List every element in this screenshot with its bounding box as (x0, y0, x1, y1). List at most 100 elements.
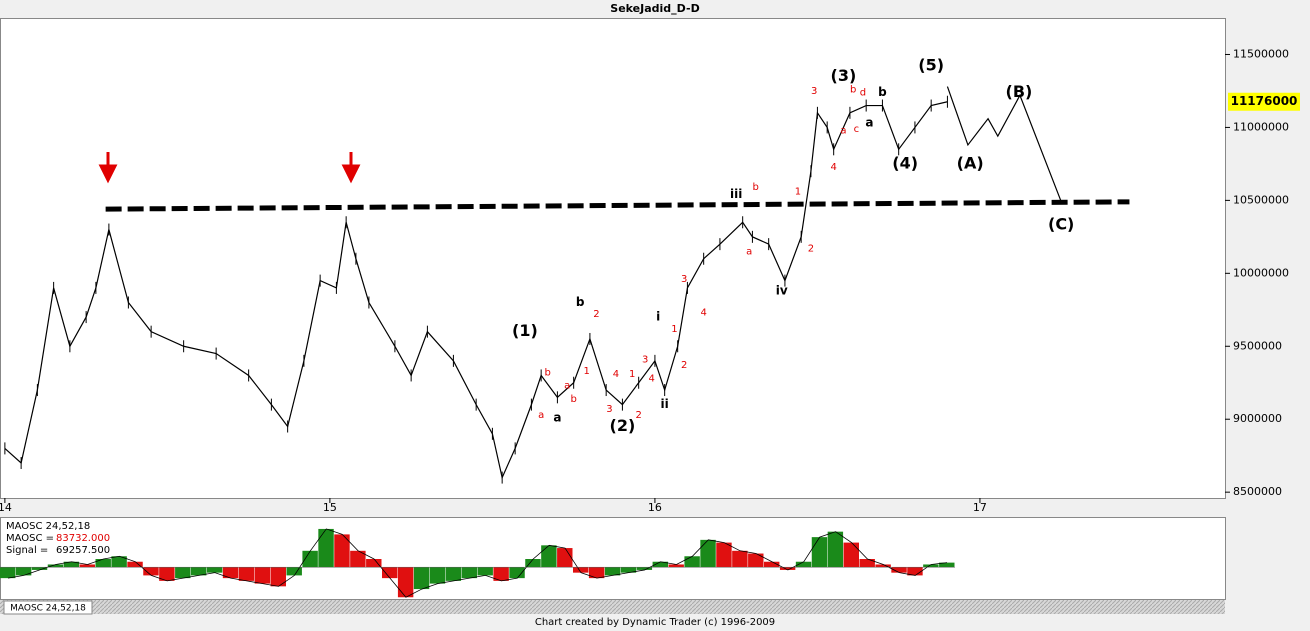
osc-bar (764, 561, 780, 568)
osc-bar (47, 564, 64, 568)
osc-bar (302, 550, 318, 568)
arrows (98, 152, 361, 184)
readout-name: Signal = (6, 545, 48, 556)
wave-label: (1) (512, 321, 538, 340)
osc-bar (907, 567, 923, 576)
osc-bar (445, 567, 462, 581)
osc-bar (779, 567, 796, 570)
osc-bar (95, 559, 111, 568)
osc-bar (891, 567, 907, 573)
wave-label: 3 (606, 404, 612, 415)
last-price-box (1228, 92, 1300, 111)
osc-bar (636, 567, 653, 570)
osc-bar (684, 556, 700, 568)
osc-bar (716, 542, 732, 568)
footer: Chart created by Dynamic Trader (c) 1996… (535, 617, 775, 628)
readout-value: 69257.500 (56, 545, 110, 556)
wave-label: (5) (918, 56, 944, 75)
osc-bar (206, 567, 223, 573)
osc-bar (525, 559, 541, 568)
osc-bar (923, 564, 939, 568)
osc-bar (175, 567, 191, 579)
wave-label: a (865, 116, 873, 130)
y-tick-label: 9500000 (1233, 339, 1282, 352)
osc-bar (382, 567, 398, 579)
y-tick-label: 11000000 (1233, 120, 1289, 133)
wave-label: a (564, 381, 570, 392)
wave-label: 4 (830, 162, 836, 173)
wave-label: b (850, 84, 856, 95)
osc-bar (429, 567, 446, 584)
osc-bar (827, 531, 844, 568)
osc-bar (748, 553, 764, 568)
trend-line (105, 199, 1130, 212)
osc-bar (286, 567, 302, 576)
wave-label: 2 (635, 410, 641, 421)
osc-bar (318, 528, 334, 568)
x-tick-label: 17 (973, 501, 987, 514)
wave-label: b (576, 295, 585, 309)
wave-label: c (854, 124, 860, 135)
wave-label: 4 (700, 308, 706, 319)
wave-label: b (544, 368, 550, 379)
wave-label: (A) (957, 153, 984, 172)
wave-label: 3 (811, 86, 817, 97)
wave-label: b (570, 394, 576, 405)
x-tick-label: 15 (323, 501, 337, 514)
osc-bar (127, 561, 143, 568)
osc-bar (875, 564, 891, 568)
osc-bar (939, 562, 955, 568)
osc-bar (811, 537, 828, 568)
wave-label: (2) (610, 416, 636, 435)
osc-bar (63, 561, 80, 568)
osc-bar (350, 550, 366, 568)
projection-line (946, 86, 1063, 204)
wave-label: (3) (831, 66, 857, 85)
tab-label[interactable]: MAOSC 24,52,18 (10, 604, 86, 614)
osc-bar (588, 567, 605, 579)
wave-label: i (656, 310, 660, 324)
wave-label: a (553, 410, 561, 424)
osc-title: MAOSC 24,52,18 (6, 521, 90, 532)
tab-bar (0, 600, 1225, 614)
wave-label: iii (730, 187, 742, 201)
wave-label: (4) (892, 153, 918, 172)
osc-bar (461, 567, 477, 579)
osc-bar (668, 564, 684, 568)
osc-bar (334, 534, 350, 568)
osc-bar (859, 559, 875, 568)
osc-bar (270, 567, 286, 587)
osc-bar (111, 556, 127, 568)
wave-label: 1 (795, 187, 801, 198)
y-tick-label: 10500000 (1233, 193, 1289, 206)
wave-label: 4 (648, 373, 654, 384)
osc-bar (79, 564, 95, 568)
wave-label: 4 (613, 369, 619, 380)
osc-bar (366, 559, 382, 568)
osc-bar (557, 548, 573, 568)
arrow (341, 152, 361, 184)
osc-bar (573, 567, 589, 573)
wave-label: 1 (583, 366, 589, 377)
osc-bar (238, 567, 255, 581)
osc-bar (620, 567, 637, 573)
osc-bar (0, 567, 16, 579)
osc-bar (843, 542, 859, 568)
osc-bar (541, 545, 557, 568)
chart-title: SekeJadid_D-D (610, 2, 699, 15)
wave-label: b (878, 85, 887, 99)
osc-bar (604, 567, 621, 576)
x-tick-label: 14 (0, 501, 12, 514)
wave-label: a (840, 125, 846, 136)
tab[interactable] (3, 600, 93, 615)
osc-bar (143, 567, 159, 576)
osc-bar (509, 567, 525, 579)
wave-label: 2 (808, 244, 814, 255)
wave-label: a (746, 246, 752, 257)
osc-bar (732, 550, 748, 568)
y-tick-label: 11500000 (1233, 47, 1289, 60)
readout-value: 83732.000 (56, 533, 110, 544)
wave-label: iv (776, 283, 788, 297)
osc-bar (159, 567, 175, 581)
